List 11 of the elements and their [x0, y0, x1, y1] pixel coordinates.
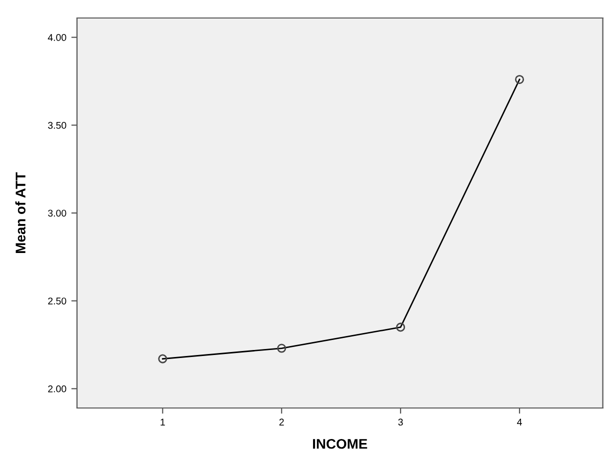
x-tick-label: 2 [279, 418, 284, 426]
y-tick-label: 3.00 [48, 210, 66, 217]
x-tick-label: 1 [160, 418, 165, 426]
x-tick-label: 4 [517, 418, 522, 426]
y-tick-label: 3.50 [48, 122, 66, 129]
y-tick-label: 2.50 [48, 298, 66, 304]
x-axis-title: INCOME [313, 438, 368, 449]
y-tick-label: 4.00 [48, 34, 66, 41]
y-tick-label: 2.00 [48, 385, 66, 392]
y-axis-title: Mean of ATT [15, 172, 26, 253]
x-tick-label: 3 [398, 418, 403, 426]
